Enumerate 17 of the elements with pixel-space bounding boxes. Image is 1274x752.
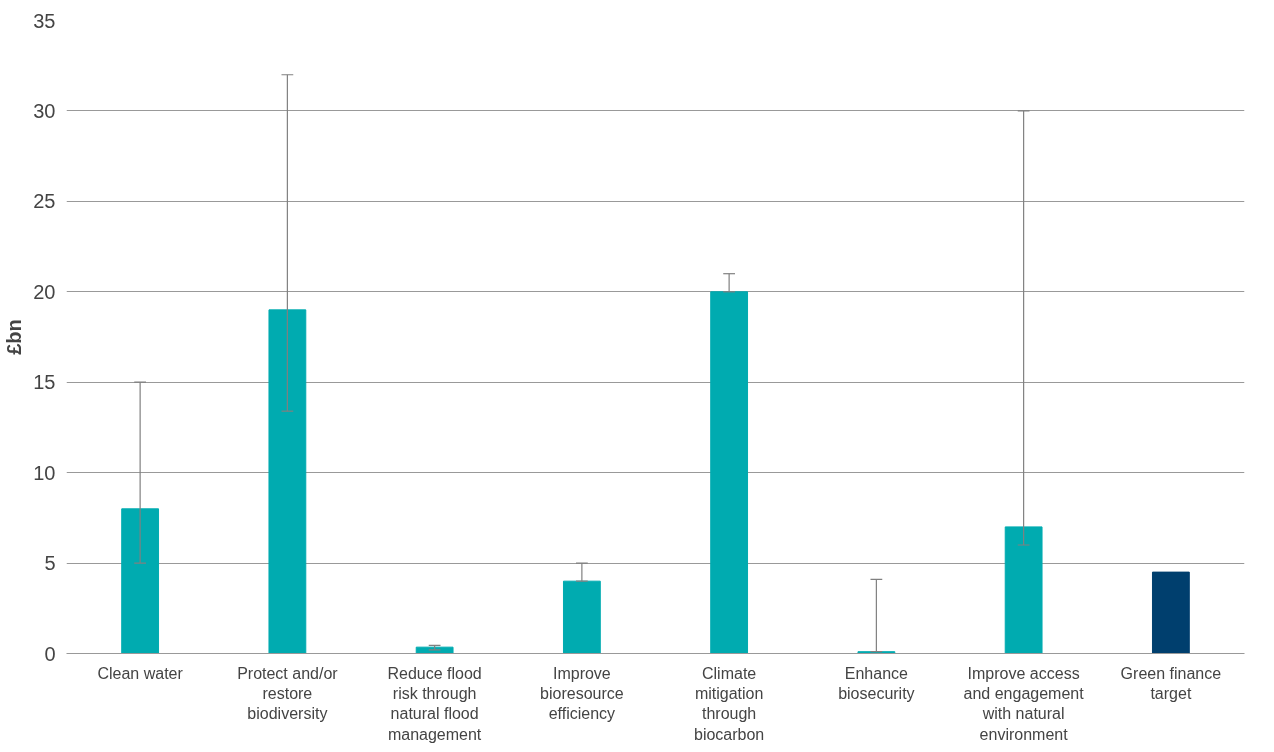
- y-tick-label: 35: [33, 9, 56, 32]
- y-tick-label: 10: [33, 461, 56, 484]
- y-tick-label: 25: [33, 190, 56, 213]
- y-tick-label: 30: [33, 99, 56, 122]
- y-tick-label: 0: [44, 642, 56, 665]
- x-tick-label: Reduce flood risk through natural flood management: [387, 664, 482, 743]
- y-tick-label: 5: [44, 552, 56, 575]
- x-tick-label: Clean water: [97, 664, 184, 682]
- x-tick-label: Green finance target: [1120, 664, 1222, 702]
- x-tick-label: Improve access and engagement with natural environment: [963, 664, 1085, 743]
- x-tick-label: Protect and/or restore biodiversity: [237, 664, 339, 723]
- y-tick-label: 20: [33, 280, 56, 303]
- y-axis-title: £bn: [3, 319, 26, 355]
- x-tick-label: Enhance biosecurity: [838, 664, 915, 702]
- x-tick-label: Improve bioresource efficiency: [540, 664, 624, 723]
- x-tick-label: Climate mitigation through biocarbon: [693, 664, 765, 743]
- y-tick-label: 15: [33, 371, 56, 394]
